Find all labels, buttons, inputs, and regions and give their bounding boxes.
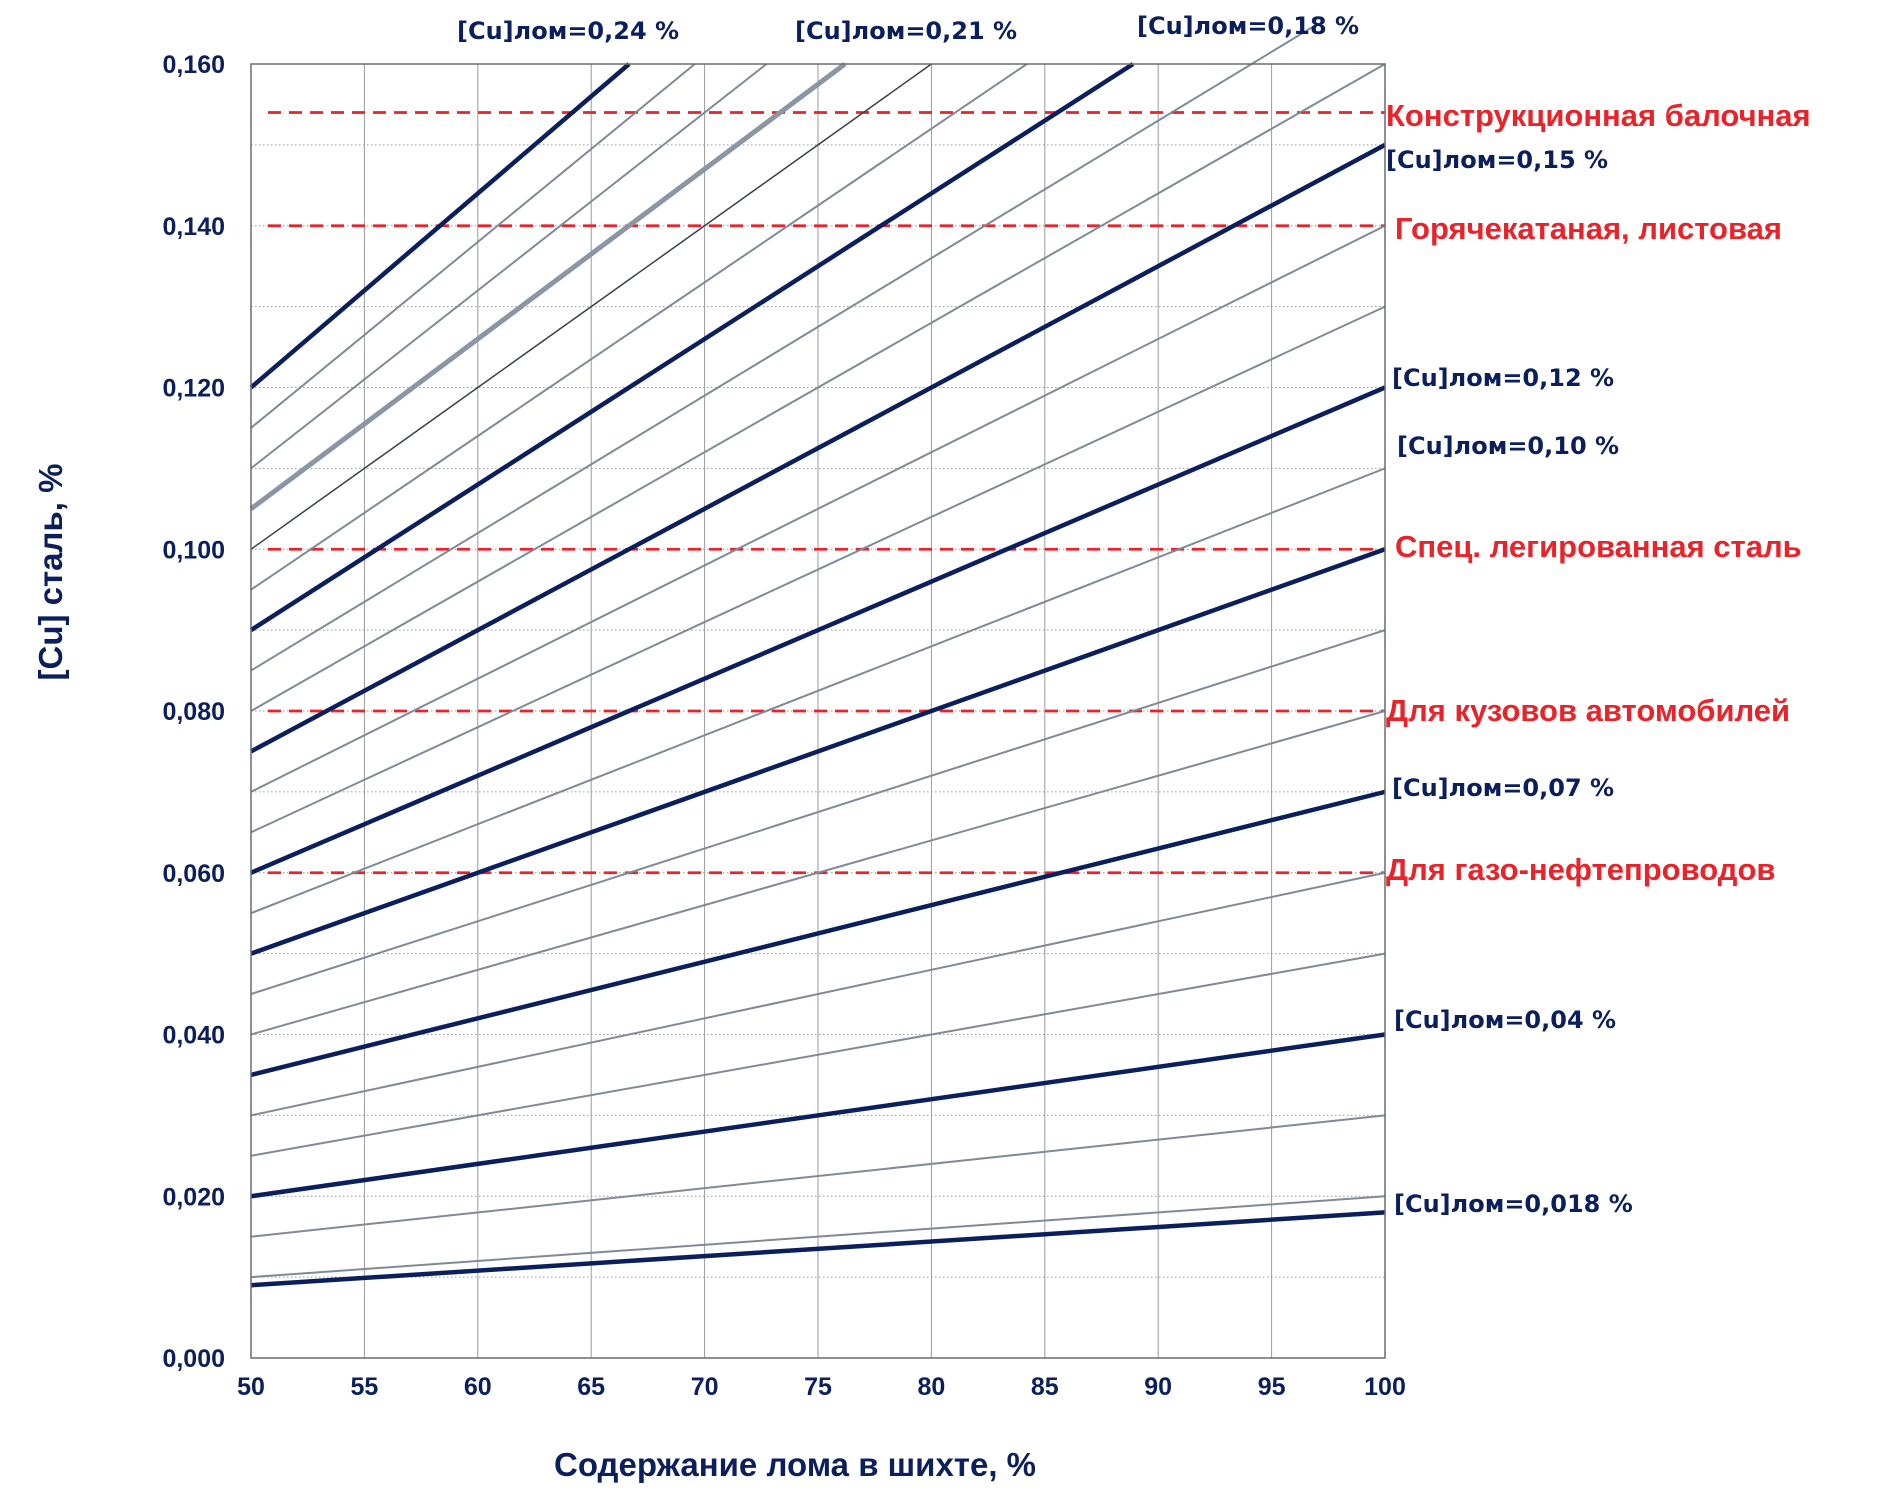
- series-line-cu-0-2: [250, 63, 932, 550]
- x-tick-label: 90: [1144, 1373, 1172, 1401]
- series-line-cu-0-17: [250, 22, 1319, 672]
- y-tick-label: 0,000: [162, 1345, 225, 1373]
- series-line-cu-0-07: [250, 789, 1386, 1078]
- annotations: [Cu]лом=0,24 % [Cu]лом=0,21 % [Cu]лом=0,…: [457, 12, 1811, 1218]
- y-tick-label: 0,100: [162, 536, 225, 564]
- ref-label-hot-rolled-sheet: Горячекатаная, листовая: [1395, 211, 1782, 246]
- series-label-cu-0-10: [Cu]лом=0,10 %: [1397, 432, 1619, 460]
- x-tick-label: 85: [1031, 1373, 1059, 1401]
- series-line-cu-0-21: [249, 61, 847, 511]
- reference-lines: [268, 111, 1385, 875]
- series-line-cu-0-18: [249, 62, 1135, 633]
- series-line-cu-0-16: [250, 63, 1386, 712]
- x-tick-label: 60: [464, 1373, 492, 1401]
- ref-label-structural-beam: Конструкционная балочная: [1386, 98, 1811, 133]
- x-tick-label: 70: [691, 1373, 719, 1401]
- series-label-cu-0-15: [Cu]лом=0,15 %: [1386, 146, 1608, 174]
- y-tick-label: 0,080: [162, 698, 225, 726]
- series-line-cu-0-05: [250, 952, 1386, 1157]
- series-label-cu-0-21: [Cu]лом=0,21 %: [795, 17, 1017, 45]
- series-line-cu-0-1: [250, 547, 1386, 956]
- x-axis-title: Содержание лома в шихте, %: [554, 1446, 1036, 1483]
- series-line-cu-0-23: [250, 63, 696, 429]
- series-line-cu-0-03: [250, 1114, 1386, 1238]
- ref-label-special-alloy: Спец. легированная сталь: [1395, 529, 1802, 564]
- series-lines: [249, 22, 1387, 1288]
- series-line-cu-0-15: [249, 142, 1387, 754]
- ref-label-car-body: Для кузовов автомобилей: [1386, 693, 1790, 728]
- x-tick-label: 100: [1364, 1373, 1406, 1401]
- x-tick-label: 80: [917, 1373, 945, 1401]
- series-line-cu-0-11: [250, 467, 1386, 915]
- series-line-cu-0-14: [250, 224, 1386, 793]
- series-line-cu-0-22: [250, 63, 768, 470]
- y-tick-label: 0,060: [162, 860, 225, 888]
- series-label-cu-0-04: [Cu]лом=0,04 %: [1394, 1006, 1616, 1034]
- y-tick-label: 0,120: [162, 375, 225, 403]
- series-label-cu-0-018: [Cu]лом=0,018 %: [1394, 1190, 1633, 1218]
- x-tick-label: 55: [350, 1373, 378, 1401]
- y-tick-label: 0,160: [162, 51, 225, 79]
- y-tick-label: 0,020: [162, 1183, 225, 1211]
- series-line-cu-0-04: [250, 1032, 1386, 1199]
- x-tick-label: 50: [237, 1373, 265, 1401]
- y-tick-label: 0,040: [162, 1022, 225, 1050]
- series-line-cu-0-09: [250, 629, 1386, 996]
- series-line-cu-0-12: [250, 385, 1386, 875]
- x-tick-labels: 50 55 60 65 70 75 80 85 90 95 100: [237, 1373, 1406, 1401]
- plot-frame: [250, 63, 1386, 1359]
- series-line-cu-0-018: [250, 1210, 1386, 1288]
- series-line-cu-0-06: [250, 871, 1386, 1117]
- series-line-cu-0-24: [249, 62, 631, 390]
- series-line-cu-0-02: [250, 1195, 1386, 1279]
- series-label-cu-0-12: [Cu]лом=0,12 %: [1392, 364, 1614, 392]
- series-line-cu-0-08: [250, 710, 1386, 1036]
- y-axis-title: [Cu] сталь, %: [32, 464, 69, 681]
- ref-label-pipelines: Для газо-нефтепроводов: [1386, 852, 1775, 887]
- y-tick-label: 0,140: [162, 213, 225, 241]
- x-tick-label: 65: [577, 1373, 605, 1401]
- x-tick-label: 95: [1258, 1373, 1286, 1401]
- series-line-cu-0-13: [250, 305, 1386, 834]
- series-label-cu-0-18: [Cu]лом=0,18 %: [1137, 12, 1359, 40]
- series-label-cu-0-24: [Cu]лом=0,24 %: [457, 17, 679, 45]
- x-tick-label: 75: [804, 1373, 832, 1401]
- series-line-cu-0-19: [250, 63, 1028, 591]
- y-tick-labels: 0,000 0,020 0,040 0,060 0,080 0,100 0,120 0,140…: [162, 51, 225, 1373]
- series-label-cu-0-07: [Cu]лом=0,07 %: [1392, 774, 1614, 802]
